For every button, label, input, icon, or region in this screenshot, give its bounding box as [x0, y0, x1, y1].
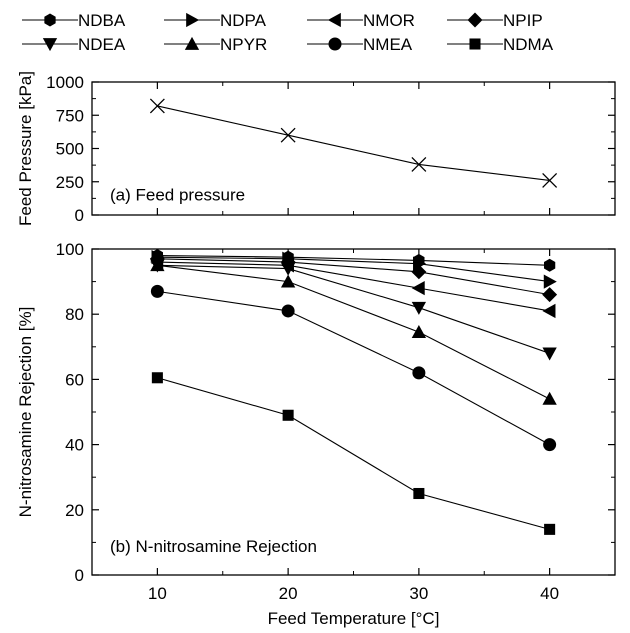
- legend-marker-ndba: [44, 13, 56, 27]
- legend-label-ndba: NDBA: [78, 11, 126, 30]
- data-point-feed-pressure-20-stroke: [280, 127, 296, 143]
- panel-annotation-bottom: (b) N-nitrosamine Rejection: [110, 537, 317, 556]
- legend-item-ndba: NDBA: [22, 11, 126, 30]
- data-point-npyr-20: [280, 274, 296, 288]
- y-tick-label-bottom: 100: [56, 240, 84, 259]
- y-tick-label-bottom: 80: [65, 305, 84, 324]
- x-tick-label: 20: [279, 584, 298, 603]
- y-tick-label-top: 0: [75, 206, 84, 225]
- legend-item-npyr: NPYR: [164, 35, 267, 54]
- data-point-feed-pressure-30: [411, 157, 427, 172]
- data-point-ndea-40: [542, 347, 557, 361]
- legend-item-ndma: NDMA: [447, 35, 554, 54]
- legend-label-ndma: NDMA: [503, 35, 554, 54]
- series-layer-top: [149, 98, 558, 188]
- legend-marker-npyr: [184, 36, 200, 50]
- y-tick-label-bottom: 40: [65, 436, 84, 455]
- legend-label-nmea: NMEA: [363, 35, 413, 54]
- series-line-ndma: [157, 377, 550, 530]
- legend-label-ndpa: NDPA: [220, 11, 267, 30]
- legend: NDBA NDPA NMOR NPIP NDEA NPYR NMEA NDMA: [22, 11, 554, 54]
- data-point-feed-pressure-10-stroke: [149, 98, 165, 114]
- x-tick-label: 30: [409, 584, 428, 603]
- legend-item-nmea: NMEA: [307, 35, 413, 54]
- series-line-nmea: [157, 290, 550, 446]
- data-point-nmea-40: [543, 438, 557, 452]
- y-axis-title-top: Feed Pressure [kPa]: [16, 71, 35, 226]
- legend-label-npyr: NPYR: [220, 35, 267, 54]
- data-point-npip-40: [542, 287, 558, 303]
- data-point-nmor-30: [411, 280, 425, 296]
- data-point-nmea-20: [281, 304, 295, 318]
- legend-label-npip: NPIP: [503, 11, 543, 30]
- data-point-ndma-10: [151, 372, 163, 384]
- legend-item-npip: NPIP: [447, 11, 543, 30]
- x-axis-title: Feed Temperature [°C]: [268, 609, 440, 628]
- series-line-ndea: [157, 264, 550, 354]
- legend-marker-ndpa: [186, 12, 200, 28]
- data-point-feed-pressure-30-stroke: [411, 157, 427, 172]
- x-tick-label: 40: [540, 584, 559, 603]
- axis-ticks-top: 0 250 500 750 1000: [46, 73, 616, 225]
- series-line-npip: [157, 258, 550, 296]
- legend-label-ndea: NDEA: [78, 35, 126, 54]
- data-point-feed-pressure-40: [542, 172, 558, 188]
- data-point-ndma-20: [282, 409, 294, 421]
- y-tick-label-top: 750: [56, 106, 84, 125]
- panel-annotation-top: (a) Feed pressure: [110, 185, 245, 204]
- data-point-ndma-40: [544, 523, 556, 535]
- data-point-npyr-30: [411, 324, 427, 338]
- y-tick-label-top: 1000: [46, 73, 84, 92]
- legend-marker-nmea: [328, 37, 342, 51]
- panel-feed-pressure: 0 250 500 750 1000 (a) Feed pressure Feed Pr…: [16, 71, 616, 226]
- series-line-feed-pressure: [157, 105, 550, 181]
- data-point-npyr-40: [542, 391, 557, 405]
- legend-item-ndea: NDEA: [22, 35, 126, 54]
- legend-marker-nmor: [327, 12, 341, 28]
- data-point-ndea-20: [280, 262, 296, 276]
- series-layer-bottom: [149, 249, 558, 535]
- data-point-ndpa-40: [543, 274, 557, 289]
- legend-label-nmor: NMOR: [363, 11, 415, 30]
- y-axis-title-bottom: N-nitrosamine Rejection [%]: [16, 307, 35, 518]
- data-point-nmea-30: [412, 366, 426, 380]
- data-point-npyr-10: [150, 258, 165, 272]
- series-line-ndba: [157, 254, 550, 266]
- legend-marker-ndea: [42, 38, 58, 52]
- x-tick-label: 10: [148, 584, 167, 603]
- y-tick-label-bottom: 60: [65, 370, 84, 389]
- series-line-nmor: [157, 261, 550, 312]
- legend-marker-ndma: [469, 38, 481, 50]
- y-tick-label-top: 500: [56, 140, 84, 159]
- data-point-ndma-30: [413, 487, 425, 500]
- legend-item-ndpa: NDPA: [164, 11, 267, 30]
- y-tick-label-bottom: 0: [75, 566, 84, 585]
- data-point-feed-pressure-20: [280, 127, 296, 143]
- legend-item-nmor: NMOR: [307, 11, 415, 30]
- panel-rejection: 0 20 40 60 80 100 10 20 30 40 (b) N-nitrosamine R…: [16, 240, 616, 628]
- data-point-ndea-30: [411, 301, 427, 315]
- data-point-ndba-40: [543, 258, 556, 272]
- data-point-npip-30: [411, 264, 427, 280]
- series-line-ndpa: [157, 256, 550, 283]
- data-point-nmea-10: [150, 284, 164, 298]
- series-line-npyr: [157, 264, 550, 400]
- data-point-feed-pressure-10: [149, 98, 165, 114]
- y-tick-label-bottom: 20: [65, 501, 84, 520]
- axis-ticks-bottom: 0 20 40 60 80 100 10 20 30 40: [56, 240, 616, 603]
- data-point-feed-pressure-40-stroke: [542, 172, 558, 188]
- legend-marker-npip: [467, 12, 483, 28]
- data-point-nmor-40: [542, 303, 556, 319]
- y-tick-label-top: 250: [56, 173, 84, 192]
